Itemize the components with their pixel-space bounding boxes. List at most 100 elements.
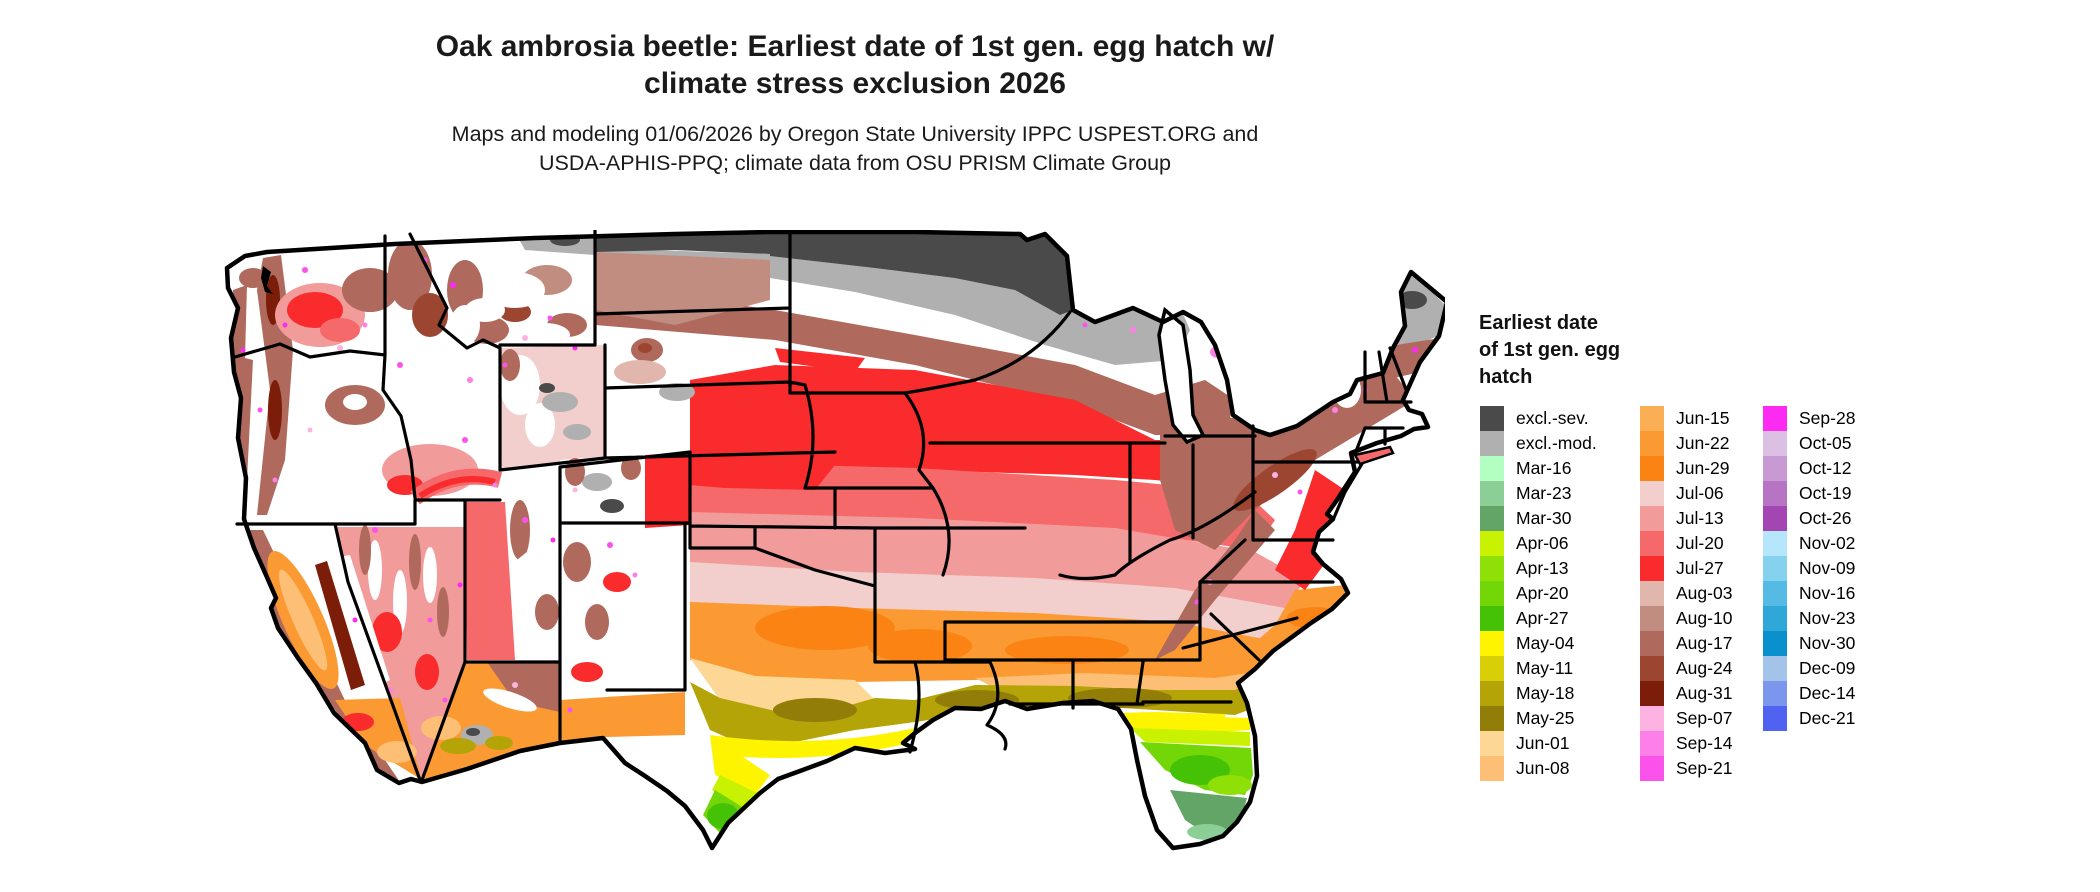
legend-item: Nov-02: [1763, 531, 1855, 556]
region-pink-band: [690, 512, 1305, 610]
region-wy-white2: [525, 403, 555, 447]
region-az-gray-dark: [466, 728, 480, 736]
legend-item: Oct-26: [1763, 506, 1855, 531]
legend-swatch: [1480, 431, 1504, 456]
legend-item: Apr-06: [1480, 531, 1597, 556]
legend-label: May-04: [1516, 633, 1575, 653]
legend-swatch: [1640, 581, 1664, 606]
region-sierra-edge: [315, 561, 365, 690]
legend-label: Oct-12: [1799, 458, 1852, 478]
legend-item: Mar-30: [1480, 506, 1597, 531]
region-montana-east-brown: [595, 252, 770, 325]
legend-swatch: [1763, 606, 1787, 631]
region-wy-brown1: [500, 349, 520, 381]
region-black-hills-core: [638, 343, 652, 353]
legend-label: Jun-01: [1516, 733, 1570, 753]
region-sw-minnesota-red: [775, 348, 865, 372]
legend-swatch: [1480, 456, 1504, 481]
legend-item: Jun-29: [1640, 456, 1732, 481]
lake-michigan: [1157, 306, 1206, 445]
region-wy-gray-dark: [539, 383, 555, 393]
legend-label: excl.-sev.: [1516, 408, 1589, 428]
legend-swatch: [1640, 681, 1664, 706]
legend-label: Jul-13: [1676, 508, 1724, 528]
region-co-gray1: [582, 473, 612, 491]
legend-label: Sep-14: [1676, 733, 1733, 753]
legend-item: Nov-30: [1763, 631, 1855, 656]
legend-item: Dec-14: [1763, 681, 1855, 706]
region-nv-brown1: [359, 525, 371, 575]
legend-label: Nov-09: [1799, 558, 1856, 578]
legend-swatch: [1640, 506, 1664, 531]
legend-item: May-11: [1480, 656, 1597, 681]
legend-label: May-25: [1516, 708, 1575, 728]
legend-swatch: [1640, 706, 1664, 731]
legend-swatch: [1763, 656, 1787, 681]
legend-item: Dec-09: [1763, 656, 1855, 681]
us-map-svg: [224, 228, 1450, 882]
region-co-gray2: [600, 499, 624, 513]
legend-item: Apr-27: [1480, 606, 1597, 631]
region-olympic-brown: [239, 268, 267, 288]
legend-swatch: [1480, 406, 1504, 431]
legend-label: Jul-27: [1676, 558, 1724, 578]
region-ut-west-salmon: [465, 502, 515, 660]
legend-item: May-18: [1480, 681, 1597, 706]
legend-swatch: [1480, 606, 1504, 631]
legend-swatch: [1640, 431, 1664, 456]
legend-item: Jul-27: [1640, 556, 1732, 581]
legend-item: Aug-10: [1640, 606, 1732, 631]
legend-item: Jun-01: [1480, 731, 1597, 756]
region-nv-ridge3: [423, 547, 437, 603]
region-nm-brown1: [563, 542, 591, 582]
legend-swatch: [1763, 681, 1787, 706]
legend-column-2: Jun-15 Jun-22 Jun-29 Jul-06 Jul-13 Jul-20 Jul-…: [1640, 406, 1732, 781]
legend-label: Apr-20: [1516, 583, 1569, 603]
region-az-olive2: [485, 736, 513, 750]
region-ar-darkorange: [868, 629, 972, 663]
legend-swatch: [1763, 506, 1787, 531]
legend-label: Sep-28: [1799, 408, 1856, 428]
legend-label: Aug-31: [1676, 683, 1733, 703]
long-island: [1353, 445, 1395, 466]
legend-item: excl.-sev.: [1480, 406, 1597, 431]
region-wy-gray1: [542, 392, 578, 412]
legend-item: excl.-mod.: [1480, 431, 1597, 456]
legend-swatch: [1480, 481, 1504, 506]
us-map: [215, 228, 1450, 892]
legend-swatch: [1480, 631, 1504, 656]
region-co-brown2: [621, 456, 641, 480]
region-id-white: [450, 305, 480, 345]
subtitle-line-1: Maps and modeling 01/06/2026 by Oregon S…: [451, 122, 1259, 146]
legend-item: Dec-21: [1763, 706, 1855, 731]
legend-swatch: [1480, 581, 1504, 606]
region-keys3: [1145, 877, 1150, 882]
region-ca-valley-tan: [278, 569, 328, 671]
legend-label: Mar-30: [1516, 508, 1572, 528]
state-borders: [233, 228, 1413, 782]
legend-item: Aug-17: [1640, 631, 1732, 656]
region-mt-white3: [520, 323, 570, 347]
legend-label: Nov-23: [1799, 608, 1856, 628]
legend-label: Apr-06: [1516, 533, 1569, 553]
page-title: Oak ambrosia beetle: Earliest date of 1s…: [0, 28, 1710, 102]
region-excl-moderate-band: [595, 248, 1190, 365]
legend-item: Jul-13: [1640, 506, 1732, 531]
region-mt-white1: [485, 272, 545, 308]
legend-swatch: [1640, 531, 1664, 556]
legend-item: May-04: [1480, 631, 1597, 656]
legend-swatch: [1763, 581, 1787, 606]
title-line-1: Oak ambrosia beetle: Earliest date of 1s…: [435, 30, 1275, 63]
legend-label: Apr-27: [1516, 608, 1569, 628]
region-az-rim-white: [483, 688, 537, 712]
legend-item: Jul-06: [1640, 481, 1732, 506]
legend-item: Nov-16: [1763, 581, 1855, 606]
region-adirondack-gray: [1255, 364, 1299, 400]
legend-item: Apr-20: [1480, 581, 1597, 606]
legend-swatch: [1640, 731, 1664, 756]
legend-swatch: [1763, 456, 1787, 481]
legend-label: Jul-06: [1676, 483, 1724, 503]
legend-label: May-18: [1516, 683, 1575, 703]
legend-item: Oct-05: [1763, 431, 1855, 456]
